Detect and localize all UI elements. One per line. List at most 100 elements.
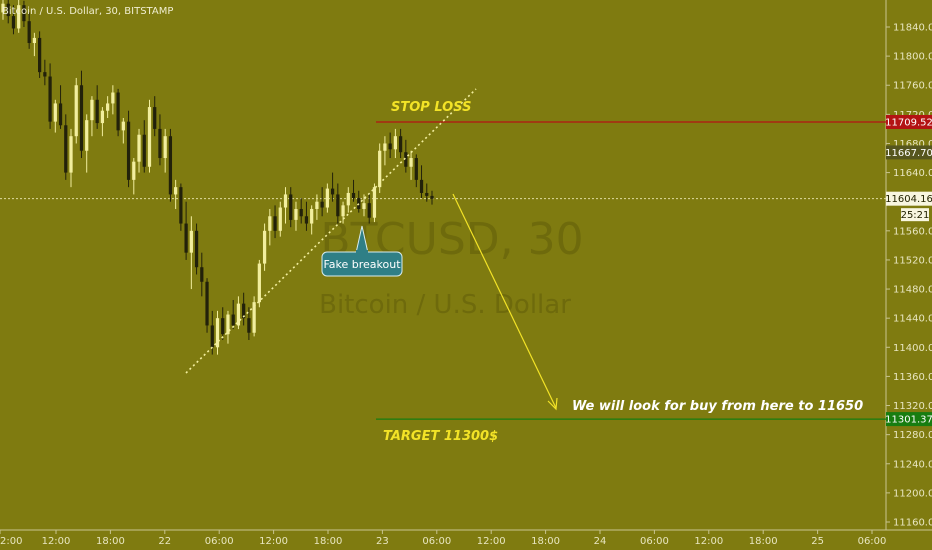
candle[interactable] (273, 205, 277, 239)
candle[interactable] (257, 259, 261, 308)
candle[interactable] (200, 252, 204, 297)
candle[interactable] (69, 128, 73, 188)
candle[interactable] (132, 158, 136, 195)
candle[interactable] (388, 132, 392, 159)
candle[interactable] (100, 107, 105, 137)
candle[interactable] (194, 223, 199, 275)
candle[interactable] (85, 114, 89, 173)
candle[interactable] (236, 296, 241, 330)
candle[interactable] (404, 139, 408, 173)
candle[interactable] (299, 198, 303, 224)
candle[interactable] (304, 201, 309, 231)
candle[interactable] (53, 99, 57, 133)
candle[interactable] (268, 208, 272, 246)
candle[interactable] (174, 179, 178, 209)
candle[interactable] (153, 96, 157, 137)
projection-arrow[interactable] (452, 193, 558, 411)
candle[interactable] (189, 216, 193, 290)
candle[interactable] (184, 201, 188, 260)
candle[interactable] (357, 190, 361, 213)
candle[interactable] (11, 5, 16, 35)
candle[interactable] (278, 201, 282, 237)
candle[interactable] (372, 183, 377, 223)
candle[interactable] (48, 63, 52, 129)
candle[interactable] (310, 205, 314, 235)
candle[interactable] (17, 0, 21, 33)
time-axis[interactable]: 2:00 12:00 18:00 22 06:00 12:00 18:00 23 06:00 12… (0, 529, 932, 547)
candle[interactable] (32, 32, 37, 57)
candle[interactable] (58, 85, 63, 129)
candle[interactable] (6, 0, 10, 24)
price-tick-label: 11160.00 (893, 518, 932, 529)
candle[interactable] (95, 85, 99, 129)
candle[interactable] (137, 128, 141, 173)
candle[interactable] (226, 310, 230, 344)
candle[interactable] (22, 0, 26, 27)
candle[interactable] (383, 136, 387, 166)
candle[interactable] (38, 31, 42, 78)
candle-body (38, 37, 42, 73)
candle[interactable] (430, 190, 434, 205)
candle[interactable] (362, 194, 366, 217)
candle[interactable] (111, 85, 115, 115)
candle[interactable] (252, 296, 256, 337)
candle[interactable] (106, 96, 110, 118)
candle[interactable] (325, 183, 329, 213)
candle-body (252, 302, 256, 333)
candle[interactable] (330, 172, 335, 202)
candlestick-series[interactable] (1, 0, 434, 355)
candle[interactable] (126, 110, 131, 188)
candle[interactable] (27, 12, 31, 49)
candle[interactable] (79, 70, 84, 159)
candle[interactable] (247, 307, 251, 341)
candle[interactable] (64, 114, 68, 180)
candle[interactable] (231, 299, 235, 330)
candle-body (419, 179, 424, 193)
candle[interactable] (221, 307, 225, 341)
candle[interactable] (315, 194, 319, 220)
candle[interactable] (142, 120, 146, 173)
fake-breakout-callout[interactable]: Fake breakout (321, 225, 403, 277)
candle[interactable] (163, 128, 167, 173)
candle[interactable] (398, 128, 403, 159)
candle[interactable] (283, 187, 288, 224)
candle[interactable] (242, 292, 246, 326)
candle[interactable] (320, 187, 324, 217)
candle-body (367, 203, 371, 218)
candle[interactable] (74, 77, 78, 144)
candle-body (1, 3, 5, 13)
candle[interactable] (414, 154, 418, 188)
time-tick-label: 06:00 (640, 536, 669, 547)
candle-body (116, 92, 120, 131)
candle[interactable] (205, 278, 209, 333)
price-tick-label: 11520.00 (893, 255, 932, 266)
candle[interactable] (43, 59, 47, 86)
time-tick-label: 2:00 (0, 536, 22, 547)
candle-body (43, 72, 47, 77)
candle[interactable] (116, 88, 120, 137)
candle[interactable] (289, 187, 293, 228)
candle[interactable] (346, 187, 350, 213)
candle[interactable] (147, 99, 152, 173)
candle[interactable] (336, 183, 340, 224)
candle[interactable] (367, 192, 371, 224)
candle[interactable] (341, 201, 345, 224)
candle[interactable] (294, 201, 298, 231)
candle[interactable] (425, 183, 429, 202)
candle[interactable] (378, 143, 382, 193)
candle[interactable] (409, 150, 413, 180)
candle[interactable] (419, 165, 424, 199)
candle[interactable] (90, 96, 94, 137)
candle[interactable] (158, 114, 162, 166)
candle[interactable] (1, 0, 5, 20)
candle[interactable] (351, 179, 356, 202)
candle-body (32, 37, 37, 44)
candle[interactable] (215, 310, 220, 355)
candle-body (58, 103, 63, 126)
candle[interactable] (262, 223, 267, 271)
candle[interactable] (168, 128, 173, 202)
candle[interactable] (393, 128, 397, 159)
candle[interactable] (179, 183, 183, 231)
candle[interactable] (121, 117, 125, 144)
